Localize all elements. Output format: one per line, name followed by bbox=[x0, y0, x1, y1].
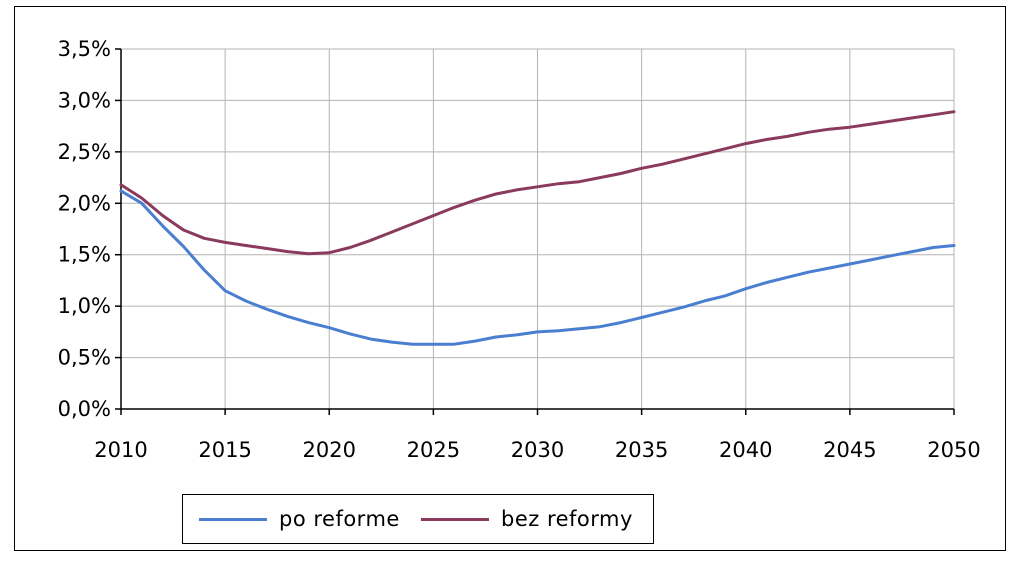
grid-layer bbox=[121, 48, 955, 409]
legend-label-bez-reformy: bez reformy bbox=[501, 507, 633, 531]
legend-item-bez-reformy: bez reformy bbox=[421, 495, 633, 543]
legend: po reforme bez reformy bbox=[182, 494, 654, 544]
x-tick-label: 2010 bbox=[94, 438, 147, 462]
series-layer bbox=[119, 110, 956, 346]
line-chart: 0,0% 0,5% 1,0% 1,5% 2,0% 2,5% 3,0% 3,5% 2010 2015… bbox=[58, 37, 981, 462]
axis-layer bbox=[115, 48, 955, 415]
x-tick-label: 2015 bbox=[198, 438, 251, 462]
y-tick-label: 0,0% bbox=[58, 397, 111, 421]
x-tick-label: 2025 bbox=[407, 438, 460, 462]
legend-item-po-reforme: po reforme bbox=[199, 495, 400, 543]
y-tick-label: 3,0% bbox=[58, 88, 111, 112]
legend-label-po-reforme: po reforme bbox=[279, 507, 400, 531]
series-line-po-reforme bbox=[119, 189, 956, 346]
x-tick-label: 2020 bbox=[303, 438, 356, 462]
x-tick-label: 2030 bbox=[511, 438, 564, 462]
tick-labels: 0,0% 0,5% 1,0% 1,5% 2,0% 2,5% 3,0% 3,5% 2010 2015… bbox=[58, 37, 981, 462]
y-tick-label: 2,0% bbox=[58, 191, 111, 215]
legend-swatch-bez-reformy bbox=[421, 517, 489, 521]
x-tick-label: 2035 bbox=[615, 438, 668, 462]
y-tick-label: 1,5% bbox=[58, 243, 111, 267]
chart-frame: 0,0% 0,5% 1,0% 1,5% 2,0% 2,5% 3,0% 3,5% 2010 2015… bbox=[14, 6, 1006, 551]
x-tick-label: 2040 bbox=[719, 438, 772, 462]
y-tick-label: 0,5% bbox=[58, 346, 111, 370]
y-tick-label: 1,0% bbox=[58, 294, 111, 318]
series-line-bez-reformy bbox=[119, 110, 956, 256]
y-tick-label: 2,5% bbox=[58, 140, 111, 164]
legend-swatch-po-reforme bbox=[199, 517, 267, 521]
x-tick-label: 2050 bbox=[927, 438, 980, 462]
y-tick-label: 3,5% bbox=[58, 37, 111, 61]
x-tick-label: 2045 bbox=[823, 438, 876, 462]
